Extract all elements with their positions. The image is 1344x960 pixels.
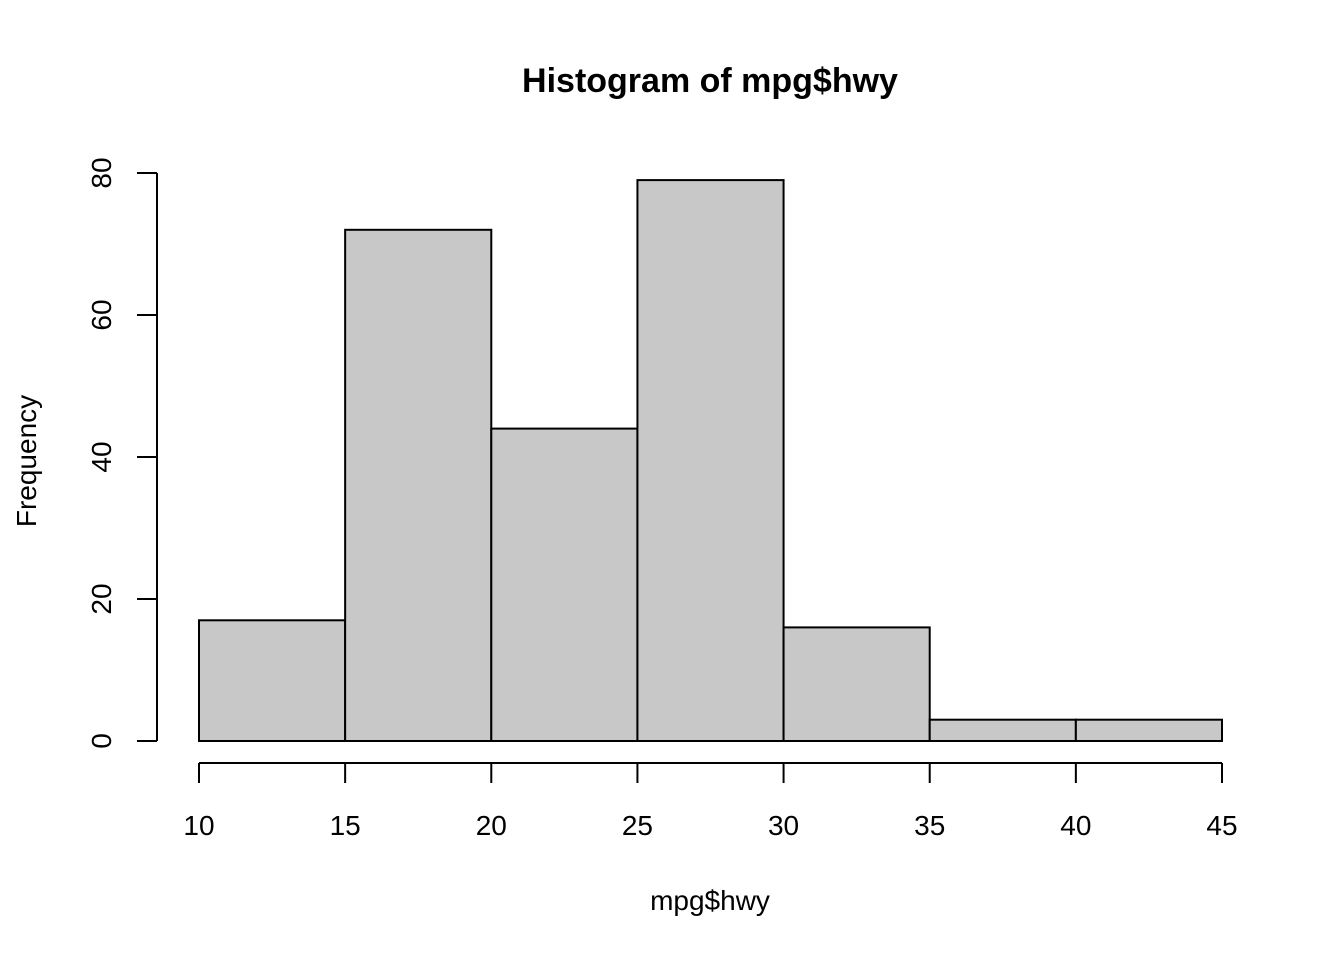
x-tick-label-10: 10 — [183, 810, 214, 841]
y-tick-label-60: 60 — [86, 299, 117, 330]
x-tick-label-25: 25 — [622, 810, 653, 841]
y-axis: 0 20 40 60 80 — [86, 157, 158, 749]
histogram-bar-35-40 — [928, 718, 1077, 743]
histogram-bar-15-20 — [344, 228, 493, 743]
y-tick-label-40: 40 — [86, 441, 117, 472]
x-tick-label-30: 30 — [768, 810, 799, 841]
x-tick-label-15: 15 — [330, 810, 361, 841]
histogram-bar-40-45 — [1074, 718, 1224, 743]
y-tick-label-0: 0 — [86, 733, 117, 749]
x-tick-label-20: 20 — [476, 810, 507, 841]
y-tick-label-20: 20 — [86, 583, 117, 614]
x-tick-label-35: 35 — [914, 810, 945, 841]
chart-title: Histogram of mpg$hwy — [522, 62, 898, 100]
x-axis-label: mpg$hwy — [650, 885, 770, 916]
y-tick-label-80: 80 — [86, 157, 117, 188]
x-axis: 10 15 20 25 30 35 40 45 — [183, 762, 1238, 841]
histogram-bar-10-15 — [198, 619, 347, 742]
histogram-bar-20-25 — [490, 427, 639, 742]
bars-group — [198, 179, 1224, 743]
histogram-bar-30-35 — [782, 626, 931, 743]
y-axis-label: Frequency — [11, 395, 42, 527]
histogram-bar-25-30 — [636, 179, 785, 743]
x-tick-label-45: 45 — [1206, 810, 1237, 841]
x-tick-label-40: 40 — [1060, 810, 1091, 841]
